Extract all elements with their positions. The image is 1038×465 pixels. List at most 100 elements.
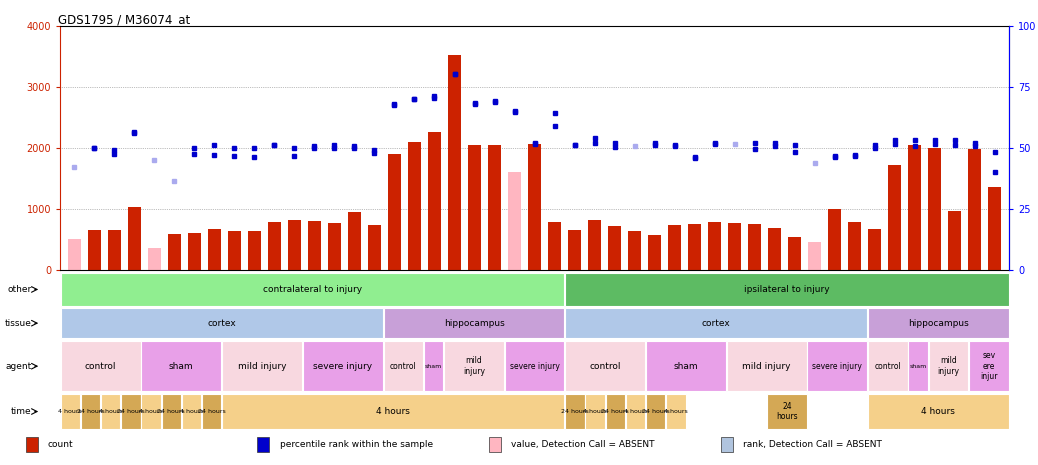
Text: other: other [7, 285, 31, 294]
Text: mild
injury: mild injury [463, 357, 485, 376]
Bar [566, 341, 646, 392]
Text: tissue: tissue [4, 319, 31, 328]
Bar [168, 234, 181, 270]
Bar [648, 235, 661, 270]
Text: control: control [590, 362, 621, 371]
Bar [489, 438, 501, 452]
Bar [141, 394, 161, 429]
Bar [128, 207, 141, 270]
Bar [67, 239, 81, 270]
Bar [808, 341, 867, 392]
Bar [328, 223, 340, 270]
Text: sev
ere
injur: sev ere injur [980, 351, 998, 381]
Bar [908, 145, 922, 270]
Bar [708, 222, 721, 270]
Text: 24 hours: 24 hours [197, 409, 225, 414]
Bar [227, 231, 241, 270]
Bar [585, 394, 605, 429]
Bar [188, 233, 200, 270]
Bar [928, 148, 941, 270]
Text: 4 hours: 4 hours [99, 409, 122, 414]
Bar [60, 394, 80, 429]
Text: mild
injury: mild injury [937, 357, 959, 376]
Bar [589, 219, 601, 270]
Bar [308, 221, 321, 270]
Text: 4 hours: 4 hours [180, 409, 203, 414]
Text: sham: sham [909, 364, 927, 369]
Bar [384, 308, 565, 339]
Bar [508, 172, 521, 270]
Text: sham: sham [674, 362, 699, 371]
Bar [488, 145, 501, 270]
Text: mild injury: mild injury [742, 362, 791, 371]
Text: severe injury: severe injury [510, 362, 559, 371]
Bar [628, 231, 641, 270]
Bar [141, 341, 221, 392]
Bar [408, 141, 421, 270]
Text: severe injury: severe injury [313, 362, 373, 371]
Text: 4 hours: 4 hours [624, 409, 648, 414]
Text: hippocampus: hippocampus [443, 319, 504, 328]
Text: 4 hours: 4 hours [583, 409, 607, 414]
Text: contralateral to injury: contralateral to injury [263, 285, 362, 294]
Text: hippocampus: hippocampus [908, 319, 968, 328]
Text: 4 hours: 4 hours [664, 409, 688, 414]
Bar [988, 187, 1002, 270]
Bar [788, 237, 801, 270]
Bar [720, 438, 733, 452]
Bar [605, 394, 625, 429]
Bar [929, 341, 968, 392]
Bar [288, 219, 301, 270]
Bar [566, 394, 584, 429]
Bar [248, 231, 261, 270]
Bar [608, 226, 621, 270]
Text: rank, Detection Call = ABSENT: rank, Detection Call = ABSENT [742, 440, 881, 449]
Text: mild injury: mild injury [238, 362, 286, 371]
Bar [108, 230, 120, 270]
Bar [60, 273, 565, 306]
Bar [222, 341, 302, 392]
Bar [869, 229, 881, 270]
Text: count: count [48, 440, 74, 449]
Bar [727, 341, 807, 392]
Text: control: control [874, 362, 901, 371]
Bar [208, 229, 221, 270]
Bar [444, 341, 503, 392]
Bar [268, 222, 281, 270]
Text: value, Detection Call = ABSENT: value, Detection Call = ABSENT [511, 440, 655, 449]
Bar [868, 308, 1009, 339]
Text: 24 hours: 24 hours [562, 409, 589, 414]
Bar [26, 438, 37, 452]
Bar [968, 341, 1009, 392]
Text: time: time [10, 407, 31, 416]
Text: sham: sham [425, 364, 442, 369]
Bar [908, 341, 928, 392]
Text: 24 hours: 24 hours [601, 409, 629, 414]
Bar [303, 341, 383, 392]
Bar [568, 230, 581, 270]
Bar [968, 149, 981, 270]
Bar [729, 223, 741, 270]
Bar [428, 133, 441, 270]
Bar [767, 394, 807, 429]
Bar [646, 394, 665, 429]
Bar [162, 394, 181, 429]
Bar [147, 248, 161, 270]
Bar [566, 308, 867, 339]
Bar [384, 341, 424, 392]
Bar [504, 341, 565, 392]
Text: control: control [390, 362, 416, 371]
Bar [748, 224, 761, 270]
Bar [646, 341, 726, 392]
Text: 24 hours: 24 hours [117, 409, 144, 414]
Text: 24 hours: 24 hours [158, 409, 185, 414]
Bar [121, 394, 140, 429]
Bar [424, 341, 443, 392]
Bar [101, 394, 120, 429]
Bar [448, 55, 461, 270]
Bar [182, 394, 201, 429]
Bar [388, 154, 401, 270]
Text: control: control [85, 362, 116, 371]
Bar [626, 394, 646, 429]
Text: sham: sham [169, 362, 194, 371]
